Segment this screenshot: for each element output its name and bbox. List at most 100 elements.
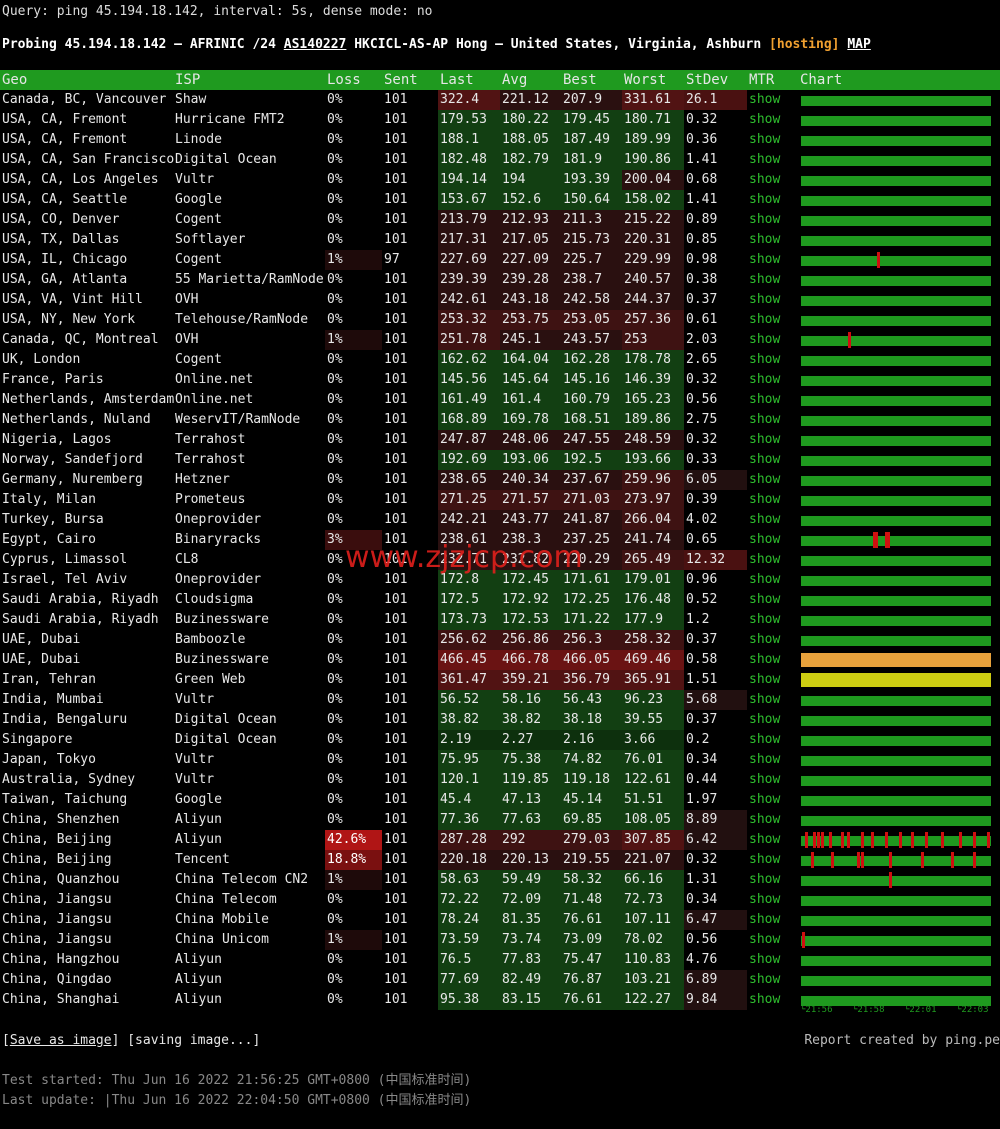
table-cell: 179.53 [438, 110, 500, 130]
table-cell: 0.37 [686, 292, 718, 307]
mtr-link[interactable]: show [749, 352, 781, 367]
table-cell: Cogent [175, 212, 222, 227]
save-link[interactable]: Save as image [9, 1033, 112, 1048]
mtr-link[interactable]: show [749, 132, 781, 147]
mtr-link[interactable]: show [749, 832, 781, 847]
mtr-link[interactable]: show [749, 372, 781, 387]
table-cell: 103.21 [622, 970, 684, 990]
mtr-link[interactable]: show [749, 772, 781, 787]
table-cell: 47.13 [500, 790, 561, 810]
mtr-link[interactable]: show [749, 412, 781, 427]
mtr-link[interactable]: show [749, 652, 781, 667]
mtr-link[interactable]: show [749, 172, 781, 187]
mtr-link[interactable]: show [749, 512, 781, 527]
mtr-link[interactable]: show [749, 452, 781, 467]
mtr-link[interactable]: show [749, 392, 781, 407]
table-cell: 59.49 [500, 870, 561, 890]
table-cell: 181.9 [561, 150, 622, 170]
chart-bar [801, 956, 991, 966]
mtr-link[interactable]: show [749, 932, 781, 947]
mtr-link[interactable]: show [749, 752, 781, 767]
mtr-link[interactable]: show [749, 852, 781, 867]
table-cell: 0.34 [686, 892, 718, 907]
table-cell: 0.61 [686, 312, 718, 327]
mtr-link[interactable]: show [749, 472, 781, 487]
mtr-link[interactable]: show [749, 872, 781, 887]
table-cell: Norway, Sandefjord [2, 452, 143, 467]
table-cell: 0.32 [686, 112, 718, 127]
mtr-link[interactable]: show [749, 192, 781, 207]
table-cell: 245.1 [500, 330, 561, 350]
table-cell: 220.31 [622, 230, 684, 250]
table-cell: 1.2 [686, 612, 710, 627]
table-cell: 101 [384, 492, 408, 507]
mtr-link[interactable]: show [749, 812, 781, 827]
table-cell: 212.93 [500, 210, 561, 230]
table-cell: China Unicom [175, 932, 269, 947]
asn-link[interactable]: AS140227 [283, 37, 347, 52]
table-cell: 101 [384, 952, 408, 967]
table-cell: Italy, Milan [2, 492, 96, 507]
table-cell: 0.39 [686, 492, 718, 507]
table-cell: 2.19 [438, 730, 500, 750]
mtr-link[interactable]: show [749, 332, 781, 347]
table-cell: 75.95 [438, 750, 500, 770]
table-cell: 242.61 [438, 290, 500, 310]
table-cell: 0% [327, 152, 343, 167]
mtr-link[interactable]: show [749, 792, 781, 807]
mtr-link[interactable]: show [749, 732, 781, 747]
mtr-link[interactable]: show [749, 712, 781, 727]
table-cell: 0% [327, 392, 343, 407]
table-cell: 466.78 [500, 650, 561, 670]
table-cell: 101 [384, 852, 408, 867]
table-cell: CL8 [175, 552, 199, 567]
column-header: StDev [686, 72, 729, 88]
table-cell: 1% [325, 250, 382, 270]
mtr-link[interactable]: show [749, 532, 781, 547]
table-cell: Turkey, Bursa [2, 512, 104, 527]
mtr-link[interactable]: show [749, 112, 781, 127]
table-cell: Australia, Sydney [2, 772, 136, 787]
saving-status: [saving image...] [127, 1033, 261, 1048]
mtr-link[interactable]: show [749, 612, 781, 627]
mtr-link[interactable]: show [749, 592, 781, 607]
table-cell: 173.73 [438, 610, 500, 630]
table-cell: Vultr [175, 172, 215, 187]
mtr-link[interactable]: show [749, 212, 781, 227]
table-cell: 232.82 [500, 550, 561, 570]
mtr-link[interactable]: show [749, 572, 781, 587]
mtr-link[interactable]: show [749, 492, 781, 507]
table-cell: Cogent [175, 252, 222, 267]
table-cell: 273.97 [622, 490, 684, 510]
table-cell: 1.97 [686, 792, 718, 807]
table-cell: 77.83 [500, 950, 561, 970]
mtr-link[interactable]: show [749, 892, 781, 907]
chart-bar [801, 496, 991, 506]
mtr-link[interactable]: show [749, 252, 781, 267]
map-link[interactable]: MAP [847, 37, 871, 52]
mtr-link[interactable]: show [749, 632, 781, 647]
mtr-link[interactable]: show [749, 432, 781, 447]
mtr-link[interactable]: show [749, 152, 781, 167]
table-cell: Digital Ocean [175, 152, 277, 167]
table-cell: Cogent [175, 352, 222, 367]
mtr-link[interactable]: show [749, 692, 781, 707]
mtr-link[interactable]: show [749, 672, 781, 687]
table-cell: 221.07 [622, 850, 684, 870]
mtr-link[interactable]: show [749, 992, 781, 1007]
table-cell: 271.57 [500, 490, 561, 510]
mtr-link[interactable]: show [749, 232, 781, 247]
mtr-link[interactable]: show [749, 92, 781, 107]
mtr-link[interactable]: show [749, 952, 781, 967]
mtr-link[interactable]: show [749, 972, 781, 987]
column-header: Avg [502, 72, 528, 88]
table-cell: 0% [327, 272, 343, 287]
chart-spike [861, 852, 864, 868]
chart-spike [841, 832, 844, 848]
mtr-link[interactable]: show [749, 912, 781, 927]
mtr-link[interactable]: show [749, 312, 781, 327]
mtr-link[interactable]: show [749, 292, 781, 307]
table-cell: China, Qingdao [2, 972, 112, 987]
mtr-link[interactable]: show [749, 272, 781, 287]
mtr-link[interactable]: show [749, 552, 781, 567]
